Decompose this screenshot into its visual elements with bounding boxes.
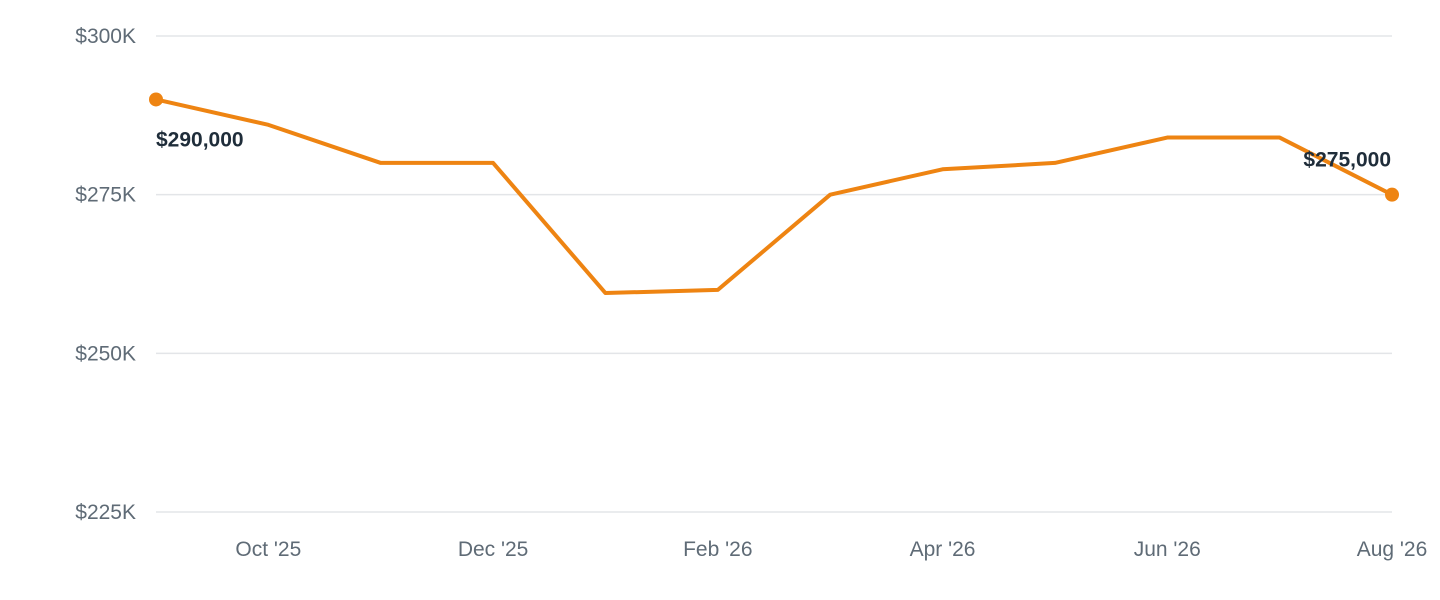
series-line [149, 92, 1399, 296]
x-tick-label: Aug '26 [1357, 538, 1428, 561]
series-line-path [154, 97, 1394, 296]
y-tick-label: $225K [75, 501, 136, 524]
y-tick-label: $250K [75, 342, 136, 365]
y-axis-ticks: $300K $275K $250K $225K [75, 25, 136, 524]
x-tick-label: Dec '25 [458, 538, 529, 561]
x-tick-label: Oct '25 [235, 538, 301, 561]
endpoint-marker [1385, 187, 1399, 202]
y-tick-label: $275K [75, 184, 136, 207]
endpoint-marker [149, 92, 163, 107]
y-tick-label: $300K [75, 25, 136, 48]
x-tick-label: Jun '26 [1134, 538, 1201, 561]
data-label: $290,000 [156, 128, 244, 151]
data-labels: $290,000 $275,000 [156, 128, 1391, 171]
x-tick-label: Feb '26 [683, 538, 752, 561]
x-tick-label: Apr '26 [910, 538, 976, 561]
gridlines [156, 35, 1392, 513]
x-axis-ticks: Oct '25 Dec '25 Feb '26 Apr '26 Jun '26 Aug '… [235, 538, 1427, 561]
data-label: $275,000 [1303, 149, 1391, 172]
